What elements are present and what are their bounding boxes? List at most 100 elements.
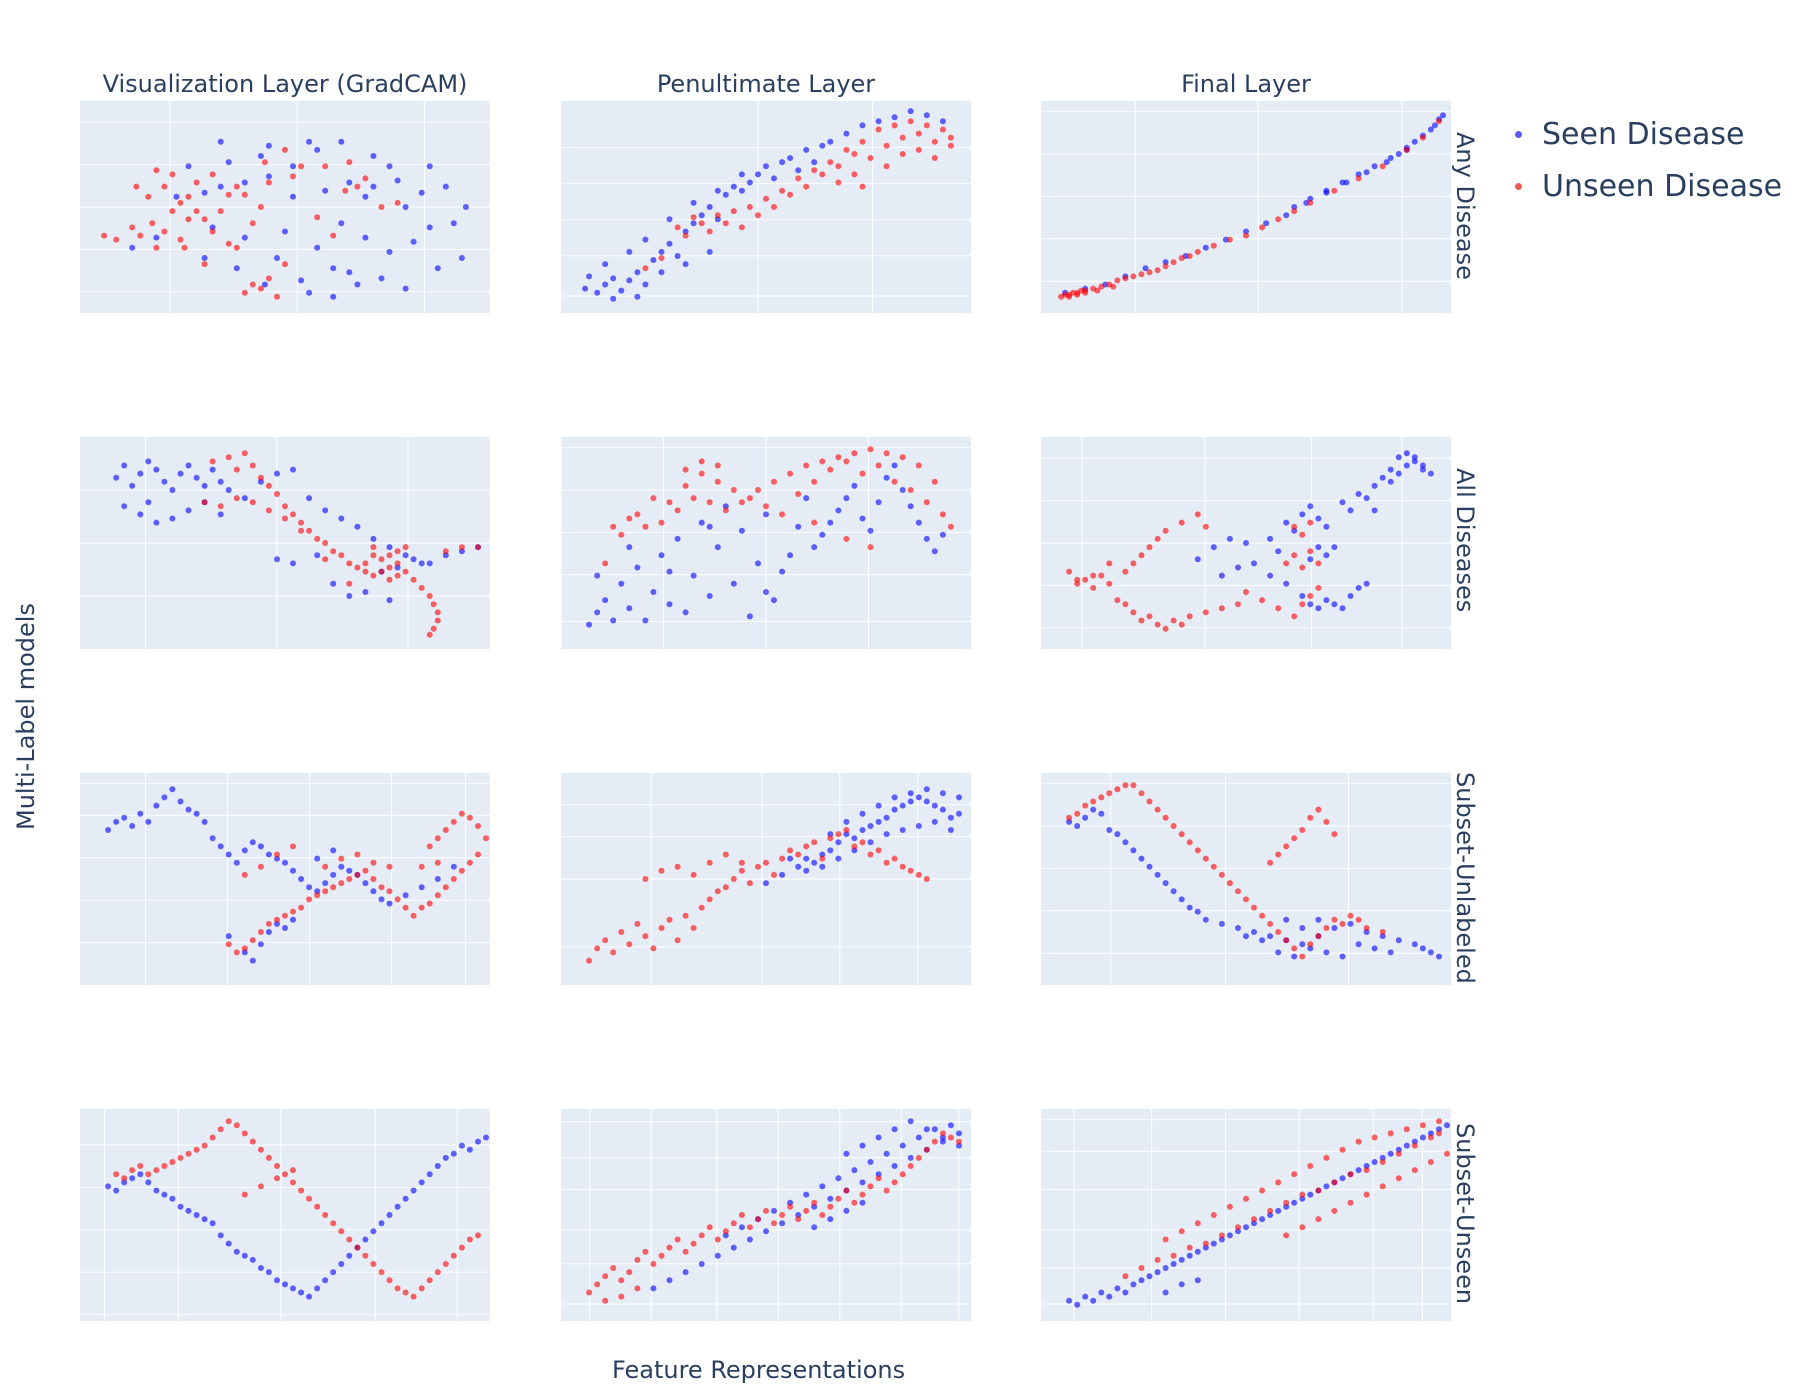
point-seen-disease bbox=[626, 248, 633, 255]
point-seen-disease bbox=[434, 265, 441, 272]
point-unseen-disease bbox=[362, 175, 369, 182]
point-unseen-disease bbox=[915, 130, 922, 137]
point-seen-disease bbox=[650, 589, 657, 595]
point-unseen-disease bbox=[682, 232, 689, 239]
point-unseen-disease bbox=[1170, 823, 1177, 829]
point-unseen-disease bbox=[1323, 925, 1330, 931]
point-seen-disease bbox=[1291, 527, 1298, 534]
point-unseen-disease bbox=[586, 1289, 593, 1296]
point-seen-disease bbox=[298, 876, 305, 882]
point-seen-disease bbox=[1411, 454, 1418, 461]
point-unseen-disease bbox=[241, 1191, 248, 1198]
point-unseen-disease bbox=[149, 220, 156, 227]
point-seen-disease bbox=[306, 495, 313, 502]
point-seen-disease bbox=[1251, 1220, 1257, 1227]
point-seen-disease bbox=[939, 1134, 946, 1141]
point-seen-disease bbox=[322, 1277, 329, 1284]
point-seen-disease bbox=[113, 818, 120, 825]
point-seen-disease bbox=[185, 1207, 192, 1214]
point-unseen-disease bbox=[1154, 535, 1161, 542]
point-unseen-disease bbox=[1427, 1134, 1434, 1141]
point-seen-disease bbox=[779, 871, 786, 878]
point-seen-disease bbox=[225, 1240, 232, 1247]
point-seen-disease bbox=[1114, 1285, 1121, 1292]
point-unseen-disease bbox=[1299, 827, 1306, 833]
legend-marker-seen bbox=[1515, 130, 1522, 138]
point-seen-disease bbox=[883, 814, 890, 821]
point-unseen-disease bbox=[1098, 794, 1105, 801]
point-seen-disease bbox=[458, 1142, 465, 1149]
point-seen-disease bbox=[121, 462, 128, 469]
point-unseen-disease bbox=[394, 560, 401, 567]
point-unseen-disease bbox=[1106, 560, 1113, 567]
point-seen-disease bbox=[1431, 122, 1438, 129]
point-seen-disease bbox=[233, 859, 240, 866]
point-unseen-disease bbox=[1444, 1150, 1450, 1157]
point-unseen-disease bbox=[706, 859, 713, 866]
point-seen-disease bbox=[1436, 953, 1442, 960]
point-unseen-disease bbox=[738, 224, 745, 231]
point-seen-disease bbox=[642, 617, 649, 624]
point-unseen-disease bbox=[386, 576, 393, 583]
point-unseen-disease bbox=[843, 535, 850, 542]
point-seen-disease bbox=[1323, 597, 1330, 604]
point-unseen-disease bbox=[137, 232, 144, 239]
point-seen-disease bbox=[819, 142, 826, 149]
point-unseen-disease bbox=[1363, 1191, 1370, 1198]
point-unseen-disease bbox=[442, 884, 449, 891]
point-seen-disease bbox=[939, 118, 946, 125]
point-unseen-disease bbox=[442, 827, 449, 833]
point-seen-disease bbox=[185, 163, 192, 170]
point-seen-disease bbox=[1291, 1199, 1298, 1206]
point-unseen-disease bbox=[378, 568, 385, 575]
point-seen-disease bbox=[169, 515, 176, 522]
point-unseen-disease bbox=[1090, 798, 1097, 805]
point-seen-disease bbox=[907, 1154, 914, 1161]
point-seen-disease bbox=[787, 155, 794, 161]
point-unseen-disease bbox=[418, 904, 425, 911]
plot-area bbox=[80, 773, 490, 985]
point-unseen-disease bbox=[1074, 576, 1081, 583]
point-seen-disease bbox=[602, 281, 609, 288]
point-seen-disease bbox=[306, 289, 313, 296]
point-unseen-disease bbox=[1436, 118, 1442, 125]
point-seen-disease bbox=[714, 544, 721, 551]
point-seen-disease bbox=[274, 855, 280, 862]
point-seen-disease bbox=[915, 519, 922, 526]
point-unseen-disease bbox=[1315, 933, 1322, 940]
point-seen-disease bbox=[795, 863, 802, 870]
point-unseen-disease bbox=[185, 193, 192, 200]
point-unseen-disease bbox=[1411, 1167, 1418, 1174]
point-seen-disease bbox=[1275, 949, 1282, 956]
point-unseen-disease bbox=[434, 892, 441, 899]
point-seen-disease bbox=[193, 810, 200, 817]
point-seen-disease bbox=[410, 1187, 417, 1194]
point-unseen-disease bbox=[843, 827, 850, 833]
point-seen-disease bbox=[185, 507, 192, 514]
point-seen-disease bbox=[738, 527, 745, 534]
point-unseen-disease bbox=[674, 1236, 681, 1243]
point-seen-disease bbox=[346, 269, 353, 276]
point-unseen-disease bbox=[1226, 1203, 1233, 1210]
point-unseen-disease bbox=[755, 1216, 761, 1223]
point-unseen-disease bbox=[658, 925, 665, 931]
point-unseen-disease bbox=[851, 151, 858, 157]
point-unseen-disease bbox=[201, 261, 208, 268]
point-unseen-disease bbox=[386, 564, 393, 571]
point-seen-disease bbox=[346, 179, 353, 186]
point-unseen-disease bbox=[225, 191, 232, 198]
legend-item-unseen[interactable]: Unseen Disease bbox=[1515, 160, 1782, 212]
point-seen-disease bbox=[1411, 458, 1418, 465]
legend-item-seen[interactable]: Seen Disease bbox=[1515, 108, 1782, 160]
point-unseen-disease bbox=[1218, 871, 1225, 878]
point-unseen-disease bbox=[225, 1118, 232, 1125]
point-seen-disease bbox=[173, 193, 180, 200]
point-unseen-disease bbox=[1154, 806, 1161, 813]
point-seen-disease bbox=[1299, 593, 1306, 599]
point-unseen-disease bbox=[875, 126, 882, 133]
point-unseen-disease bbox=[386, 888, 393, 895]
point-seen-disease bbox=[819, 1183, 826, 1190]
point-unseen-disease bbox=[362, 568, 369, 575]
point-unseen-disease bbox=[939, 126, 946, 133]
point-unseen-disease bbox=[1138, 617, 1145, 624]
